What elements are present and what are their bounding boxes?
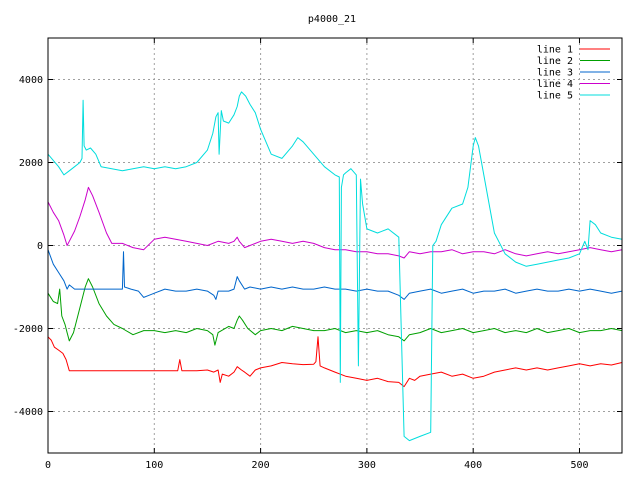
series-layer: [47, 91, 623, 442]
legend-label-2: line 2: [537, 56, 573, 67]
axis-ticks: 0 100 200 300 400 500 -4000 -2000 0 2000 4000: [13, 38, 622, 471]
chart-title: p4000_21: [308, 14, 356, 25]
grid: [48, 38, 622, 453]
series-line-3: [47, 249, 623, 300]
series-line-4: [47, 186, 623, 259]
x-tick-label: 500: [570, 460, 588, 471]
series-line-5: [47, 91, 623, 442]
legend-label-5: line 5: [537, 91, 573, 102]
y-tick-label: -4000: [13, 407, 43, 418]
x-tick-label: 200: [252, 460, 270, 471]
series-line-2: [47, 278, 623, 346]
y-tick-label: 2000: [19, 158, 43, 169]
legend-label-4: line 4: [537, 79, 573, 90]
y-tick-label: -2000: [13, 324, 43, 335]
y-tick-label: 4000: [19, 75, 43, 86]
legend-label-3: line 3: [537, 68, 573, 79]
x-tick-label: 400: [464, 460, 482, 471]
legend-label-1: line 1: [537, 45, 573, 56]
x-tick-label: 0: [45, 460, 51, 471]
y-tick-label: 0: [37, 241, 43, 252]
x-tick-label: 100: [145, 460, 163, 471]
x-tick-label: 300: [358, 460, 376, 471]
series-line-1: [47, 336, 623, 388]
